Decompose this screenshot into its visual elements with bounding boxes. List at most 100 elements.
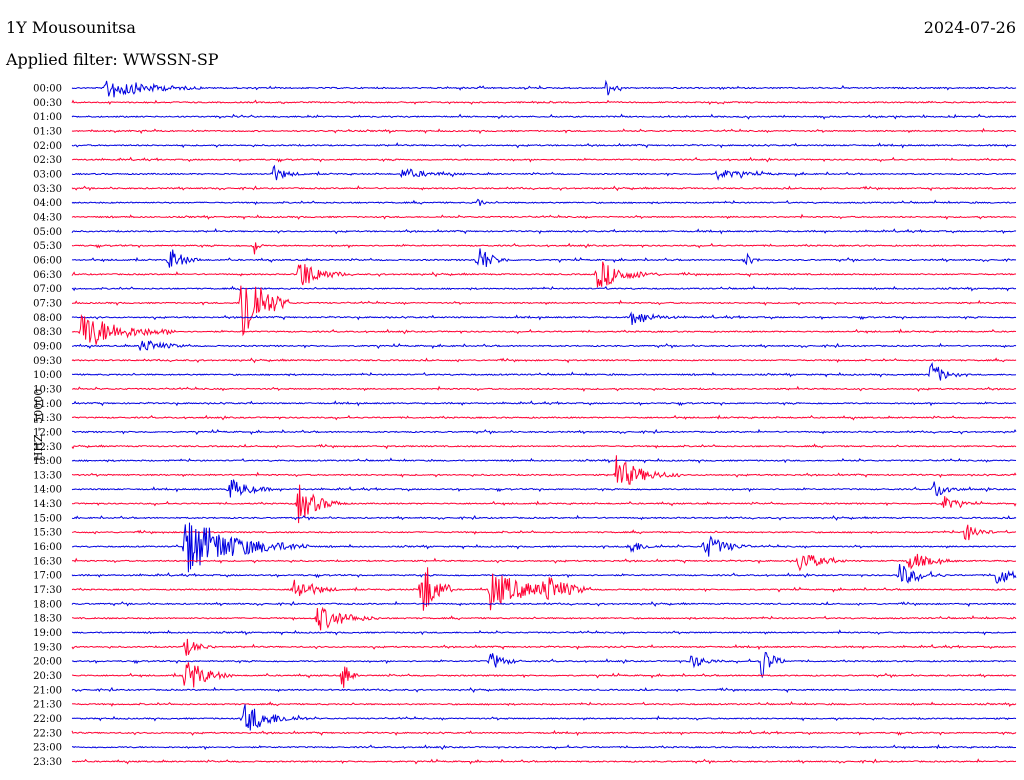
trace-line-2000: [71, 651, 1017, 679]
row-time-label: 08:30: [33, 327, 62, 338]
trace-line-0530: [71, 242, 1017, 255]
row-time-label: 20:30: [33, 671, 62, 682]
row-time-label: 07:00: [33, 284, 62, 295]
trace-line-0700: [71, 285, 1017, 292]
trace-line-0830: [71, 314, 1017, 345]
row-time-label: 14:00: [33, 485, 62, 496]
row-time-label: 17:00: [33, 571, 62, 582]
row-time-label: 06:00: [33, 255, 62, 266]
row-time-label: 00:00: [33, 84, 62, 95]
trace-line-2330: [71, 758, 1017, 765]
row-time-label: 23:00: [33, 743, 62, 754]
trace-line-1730: [71, 567, 1017, 611]
station-title: 1Y Mousounitsa: [6, 18, 136, 37]
row-time-label: 02:00: [33, 141, 62, 152]
row-time-label: 19:30: [33, 642, 62, 653]
trace-line-1300: [71, 457, 1017, 464]
row-time-label: 10:30: [33, 384, 62, 395]
trace-line-0730: [71, 285, 1016, 337]
trace-line-0600: [71, 248, 1017, 268]
trace-line-0100: [71, 113, 1017, 120]
trace-line-0230: [71, 156, 1017, 163]
row-time-label: 05:30: [33, 241, 62, 252]
row-time-label: 00:30: [33, 98, 62, 109]
trace-line-2030: [72, 662, 1017, 688]
filter-label: Applied filter: WWSSN-SP: [6, 50, 219, 69]
trace-line-1200: [72, 428, 1017, 435]
trace-line-0930: [71, 357, 1017, 364]
trace-line-0330: [71, 185, 1017, 192]
trace-line-2300: [71, 744, 1016, 751]
row-time-label: 19:00: [33, 628, 62, 639]
trace-line-1830: [71, 606, 1017, 631]
row-time-label: 03:30: [33, 184, 62, 195]
trace-line-2130: [71, 700, 1017, 708]
trace-line-0800: [71, 311, 1017, 325]
row-time-label: 17:30: [33, 585, 62, 596]
row-time-label: 08:00: [33, 313, 62, 324]
trace-line-1000: [71, 362, 1017, 381]
trace-line-0300: [71, 164, 1017, 181]
trace-line-1600: [71, 522, 1016, 573]
row-time-label: 02:30: [33, 155, 62, 166]
trace-line-0000: [71, 79, 1017, 98]
trace-line-2200: [71, 704, 1017, 731]
row-time-label: 16:30: [33, 556, 62, 567]
trace-line-1130: [71, 414, 1017, 421]
trace-line-1430: [71, 484, 1017, 524]
row-time-label: 12:30: [33, 442, 62, 453]
row-time-label: 11:00: [33, 399, 62, 410]
trace-line-2100: [71, 686, 1017, 694]
row-time-label: 01:30: [33, 126, 62, 137]
row-time-label: 18:00: [33, 599, 62, 610]
row-time-label: 21:00: [33, 685, 62, 696]
row-time-label: 22:00: [33, 714, 62, 725]
trace-line-2230: [71, 729, 1017, 737]
row-time-label: 09:30: [33, 356, 62, 367]
trace-line-0900: [72, 340, 1017, 351]
trace-line-0030: [71, 99, 1017, 106]
date-title: 2024-07-26: [923, 18, 1016, 37]
trace-line-0200: [71, 142, 1017, 149]
row-time-label: 21:30: [33, 700, 62, 711]
row-time-label: 14:30: [33, 499, 62, 510]
row-time-label: 23:30: [33, 757, 62, 768]
row-time-label: 13:30: [33, 470, 62, 481]
row-time-label: 18:30: [33, 614, 62, 625]
row-time-label: 22:30: [33, 728, 62, 739]
row-time-label: 16:00: [33, 542, 62, 553]
trace-line-0400: [71, 198, 1017, 206]
row-time-label: 12:00: [33, 427, 62, 438]
row-time-label: 06:30: [33, 270, 62, 281]
row-time-label: 11:30: [33, 413, 62, 424]
trace-line-0500: [71, 227, 1017, 235]
row-time-label: 13:00: [33, 456, 62, 467]
row-time-label: 03:00: [33, 169, 62, 180]
row-time-label: 10:00: [33, 370, 62, 381]
row-time-label: 07:30: [33, 298, 62, 309]
trace-line-1930: [71, 638, 1017, 656]
trace-line-1230: [71, 443, 1017, 450]
row-time-label: 20:00: [33, 657, 62, 668]
trace-line-1400: [71, 479, 1017, 498]
row-time-label: 05:00: [33, 227, 62, 238]
trace-line-0130: [71, 127, 1017, 135]
row-time-label: 04:30: [33, 212, 62, 223]
trace-line-1330: [71, 455, 1017, 485]
trace-line-1500: [71, 514, 1017, 521]
row-time-label: 15:30: [33, 528, 62, 539]
trace-line-1800: [71, 600, 1017, 608]
trace-line-0430: [71, 213, 1017, 220]
row-time-label: 15:00: [33, 513, 62, 524]
trace-line-1030: [71, 385, 1017, 392]
row-time-label: 01:00: [33, 112, 62, 123]
trace-line-1700: [71, 564, 1017, 585]
trace-line-1630: [71, 553, 1017, 572]
row-time-label: 04:00: [33, 198, 62, 209]
trace-line-1100: [71, 400, 1017, 407]
trace-line-0630: [71, 261, 1016, 288]
trace-line-1900: [71, 629, 1017, 636]
row-time-label: 09:00: [33, 341, 62, 352]
trace-line-1530: [71, 524, 1017, 541]
